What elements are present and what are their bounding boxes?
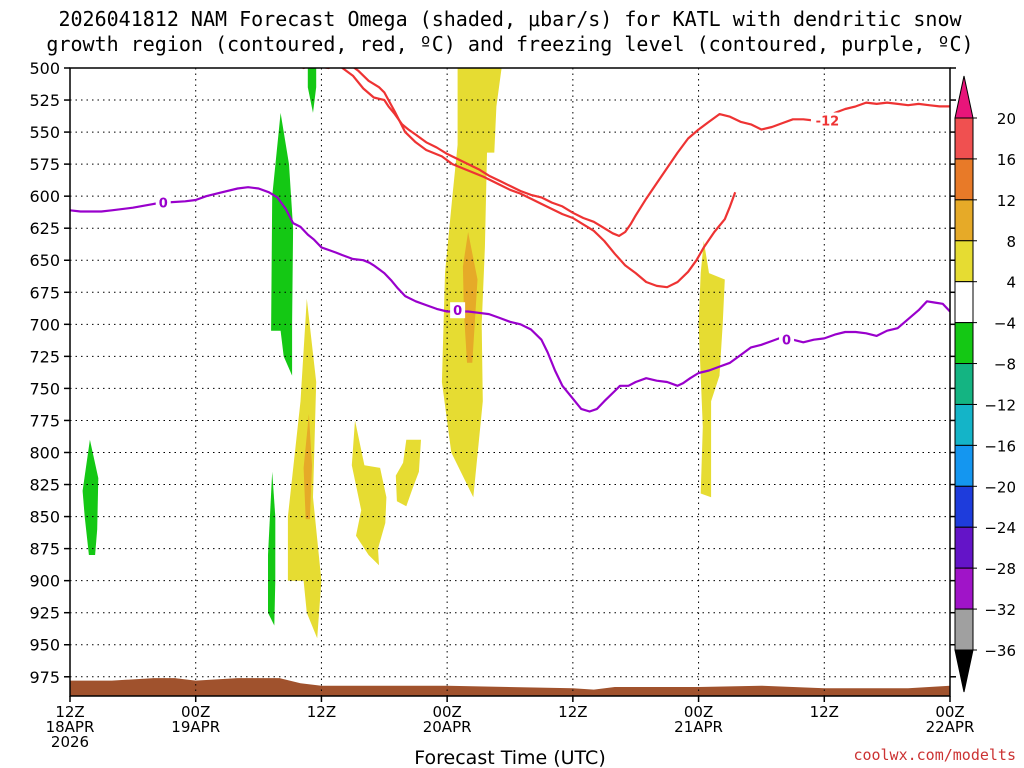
plot-area: -12 0 0 0: [69, 67, 951, 697]
x-tick-label-7-2: 22APR: [926, 718, 975, 736]
omega-region-10: [82, 439, 99, 555]
x-tick-label-3-2: 20APR: [423, 718, 472, 736]
x-tick-label-0-2: 18APR: [46, 718, 95, 736]
y-tick-label-800: 800: [29, 443, 60, 462]
colorbar-label-7: −12: [984, 396, 1016, 414]
colorbar-band-5: [954, 322, 974, 365]
terrain-layer: [70, 678, 950, 696]
omega-region-5: [462, 232, 478, 363]
x-tick-label-4-1: 12Z: [558, 703, 587, 721]
x-tick-label-5-1: 00Z: [684, 703, 713, 721]
x-tick-label-0-3: 2026: [51, 733, 89, 751]
colorbar-band-6: [954, 363, 974, 405]
colorbar-band-8: [954, 444, 974, 487]
y-tick-label-550: 550: [29, 123, 60, 142]
colorbar-label-8: −16: [984, 437, 1016, 455]
chart-title-line2: growth region (contoured, red, ºC) and f…: [46, 32, 973, 56]
colorbar-label-5: −4: [994, 315, 1016, 333]
colorbar-band-7: [954, 403, 974, 446]
colorbar-label-10: −24: [984, 519, 1016, 537]
colorbar-label-3: 8: [1006, 233, 1016, 251]
omega-shading-layer: [82, 68, 725, 639]
plot-background: [70, 68, 950, 696]
chart-title-line1: 2026041812 NAM Forecast Omega (shaded, μ…: [58, 7, 962, 31]
y-tick-label-650: 650: [29, 251, 60, 270]
colorbar-band-0: [954, 117, 974, 160]
colorbar-bottom-arrow: [954, 649, 974, 693]
omega-region-8: [307, 68, 317, 113]
contour-label-bg-0-0: [810, 112, 844, 129]
y-tick-label-600: 600: [29, 187, 60, 206]
y-tick-label-850: 850: [29, 508, 60, 527]
x-tick-label-5-2: 21APR: [674, 718, 723, 736]
contour-label-bg-2-1: [450, 302, 466, 319]
y-tick-label-725: 725: [29, 347, 60, 366]
x-tick-label-0-1: 12Z: [55, 703, 84, 721]
colorbar: 20 16 12 8 4 −4 −8 −12 −16 −20 −24 −28 −32 −36: [954, 75, 1016, 693]
credit-text: coolwx.com/modelts: [853, 746, 1016, 764]
omega-region-4: [395, 439, 421, 507]
colorbar-band-1: [954, 158, 974, 201]
plot-frame: [69, 67, 951, 697]
y-tick-label-950: 950: [29, 636, 60, 655]
colorbar-band-4: [954, 281, 974, 324]
colorbar-label-6: −8: [994, 356, 1016, 374]
omega-region-3: [351, 420, 387, 566]
y-tick-label-975: 975: [29, 668, 60, 687]
omega-region-7: [271, 112, 294, 376]
colorbar-band-10: [954, 526, 974, 569]
colorbar-label-4: 4: [1006, 274, 1016, 292]
y-tick-label-525: 525: [29, 91, 60, 110]
y-tick-label-625: 625: [29, 219, 60, 238]
colorbar-label-12: −32: [984, 601, 1016, 619]
x-tick-label-1-2: 19APR: [171, 718, 220, 736]
y-tick-label-675: 675: [29, 283, 60, 302]
colorbar-label-9: −20: [984, 478, 1016, 496]
contour-label-0-0: -12: [816, 115, 840, 130]
y-tick-label-925: 925: [29, 604, 60, 623]
y-tick-label-750: 750: [29, 379, 60, 398]
y-tick-label-900: 900: [29, 572, 60, 591]
contour-label-2-0: 0: [159, 197, 168, 212]
x-tick-label-2-1: 12Z: [307, 703, 336, 721]
contour-label-bg-2-0: [155, 194, 171, 211]
y-tick-label-825: 825: [29, 476, 60, 495]
colorbar-band-2: [954, 199, 974, 242]
contour-line-1: [352, 68, 737, 289]
terrain-fill: [70, 678, 950, 696]
x-tick-label-6-1: 12Z: [810, 703, 839, 721]
x-tick-label-1-1: 00Z: [181, 703, 210, 721]
y-tick-label-575: 575: [29, 155, 60, 174]
omega-region-9: [268, 471, 276, 626]
contour-label-2-1: 0: [453, 304, 462, 319]
colorbar-band-11: [954, 567, 974, 610]
colorbar-label-13: −36: [984, 642, 1016, 660]
y-tick-label-700: 700: [29, 315, 60, 334]
x-axis-title: Forecast Time (UTC): [414, 747, 605, 768]
omega-region-6: [303, 414, 312, 520]
contour-label-bg-2-2: [779, 331, 795, 348]
colorbar-label-1: 16: [997, 151, 1016, 169]
y-axis: 500 525 550 575 600 625 650 675 700 725 750 775 800 8…: [29, 59, 956, 687]
colorbar-label-0: 20: [997, 110, 1016, 128]
colorbar-top-arrow: [954, 75, 974, 119]
colorbar-label-11: −28: [984, 560, 1016, 578]
colorbar-band-9: [954, 485, 974, 528]
colorbar-band-12: [954, 608, 974, 651]
contour-layer: -12 0 0 0: [70, 68, 950, 413]
contour-line-2: [70, 186, 950, 413]
x-tick-label-3-1: 00Z: [432, 703, 461, 721]
y-tick-label-875: 875: [29, 540, 60, 559]
y-tick-label-775: 775: [29, 411, 60, 430]
x-tick-label-7-1: 00Z: [935, 703, 964, 721]
colorbar-band-3: [954, 240, 974, 283]
contour-label-2-2: 0: [782, 334, 791, 349]
colorbar-label-2: 12: [997, 192, 1016, 210]
y-tick-label-500: 500: [29, 59, 60, 78]
